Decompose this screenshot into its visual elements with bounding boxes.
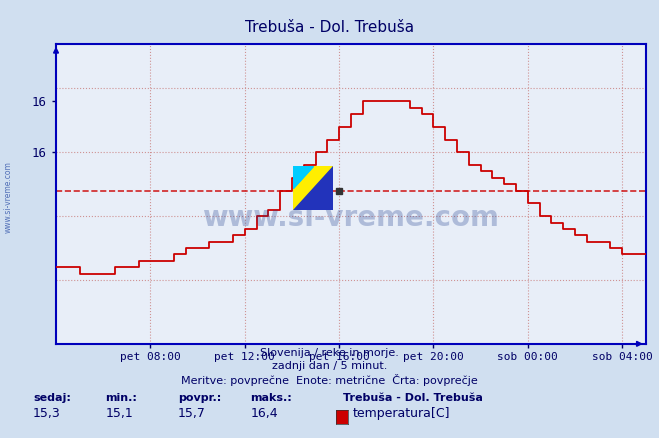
Text: povpr.:: povpr.: xyxy=(178,393,221,403)
Text: temperatura[C]: temperatura[C] xyxy=(353,407,450,420)
Text: 16,4: 16,4 xyxy=(250,407,278,420)
Text: Trebuša - Dol. Trebuša: Trebuša - Dol. Trebuša xyxy=(343,393,482,403)
Text: 15,3: 15,3 xyxy=(33,407,61,420)
Polygon shape xyxy=(293,166,333,210)
Text: Trebuša - Dol. Trebuša: Trebuša - Dol. Trebuša xyxy=(245,20,414,35)
Text: zadnji dan / 5 minut.: zadnji dan / 5 minut. xyxy=(272,361,387,371)
Polygon shape xyxy=(293,166,333,210)
Polygon shape xyxy=(293,166,313,188)
Polygon shape xyxy=(293,166,313,188)
Text: Meritve: povprečne  Enote: metrične  Črta: povprečje: Meritve: povprečne Enote: metrične Črta:… xyxy=(181,374,478,386)
Text: maks.:: maks.: xyxy=(250,393,292,403)
Text: min.:: min.: xyxy=(105,393,137,403)
Text: www.si-vreme.com: www.si-vreme.com xyxy=(3,161,13,233)
Text: www.si-vreme.com: www.si-vreme.com xyxy=(202,204,500,232)
Text: Slovenija / reke in morje.: Slovenija / reke in morje. xyxy=(260,348,399,358)
Text: 15,7: 15,7 xyxy=(178,407,206,420)
Text: sedaj:: sedaj: xyxy=(33,393,71,403)
Text: 15,1: 15,1 xyxy=(105,407,133,420)
